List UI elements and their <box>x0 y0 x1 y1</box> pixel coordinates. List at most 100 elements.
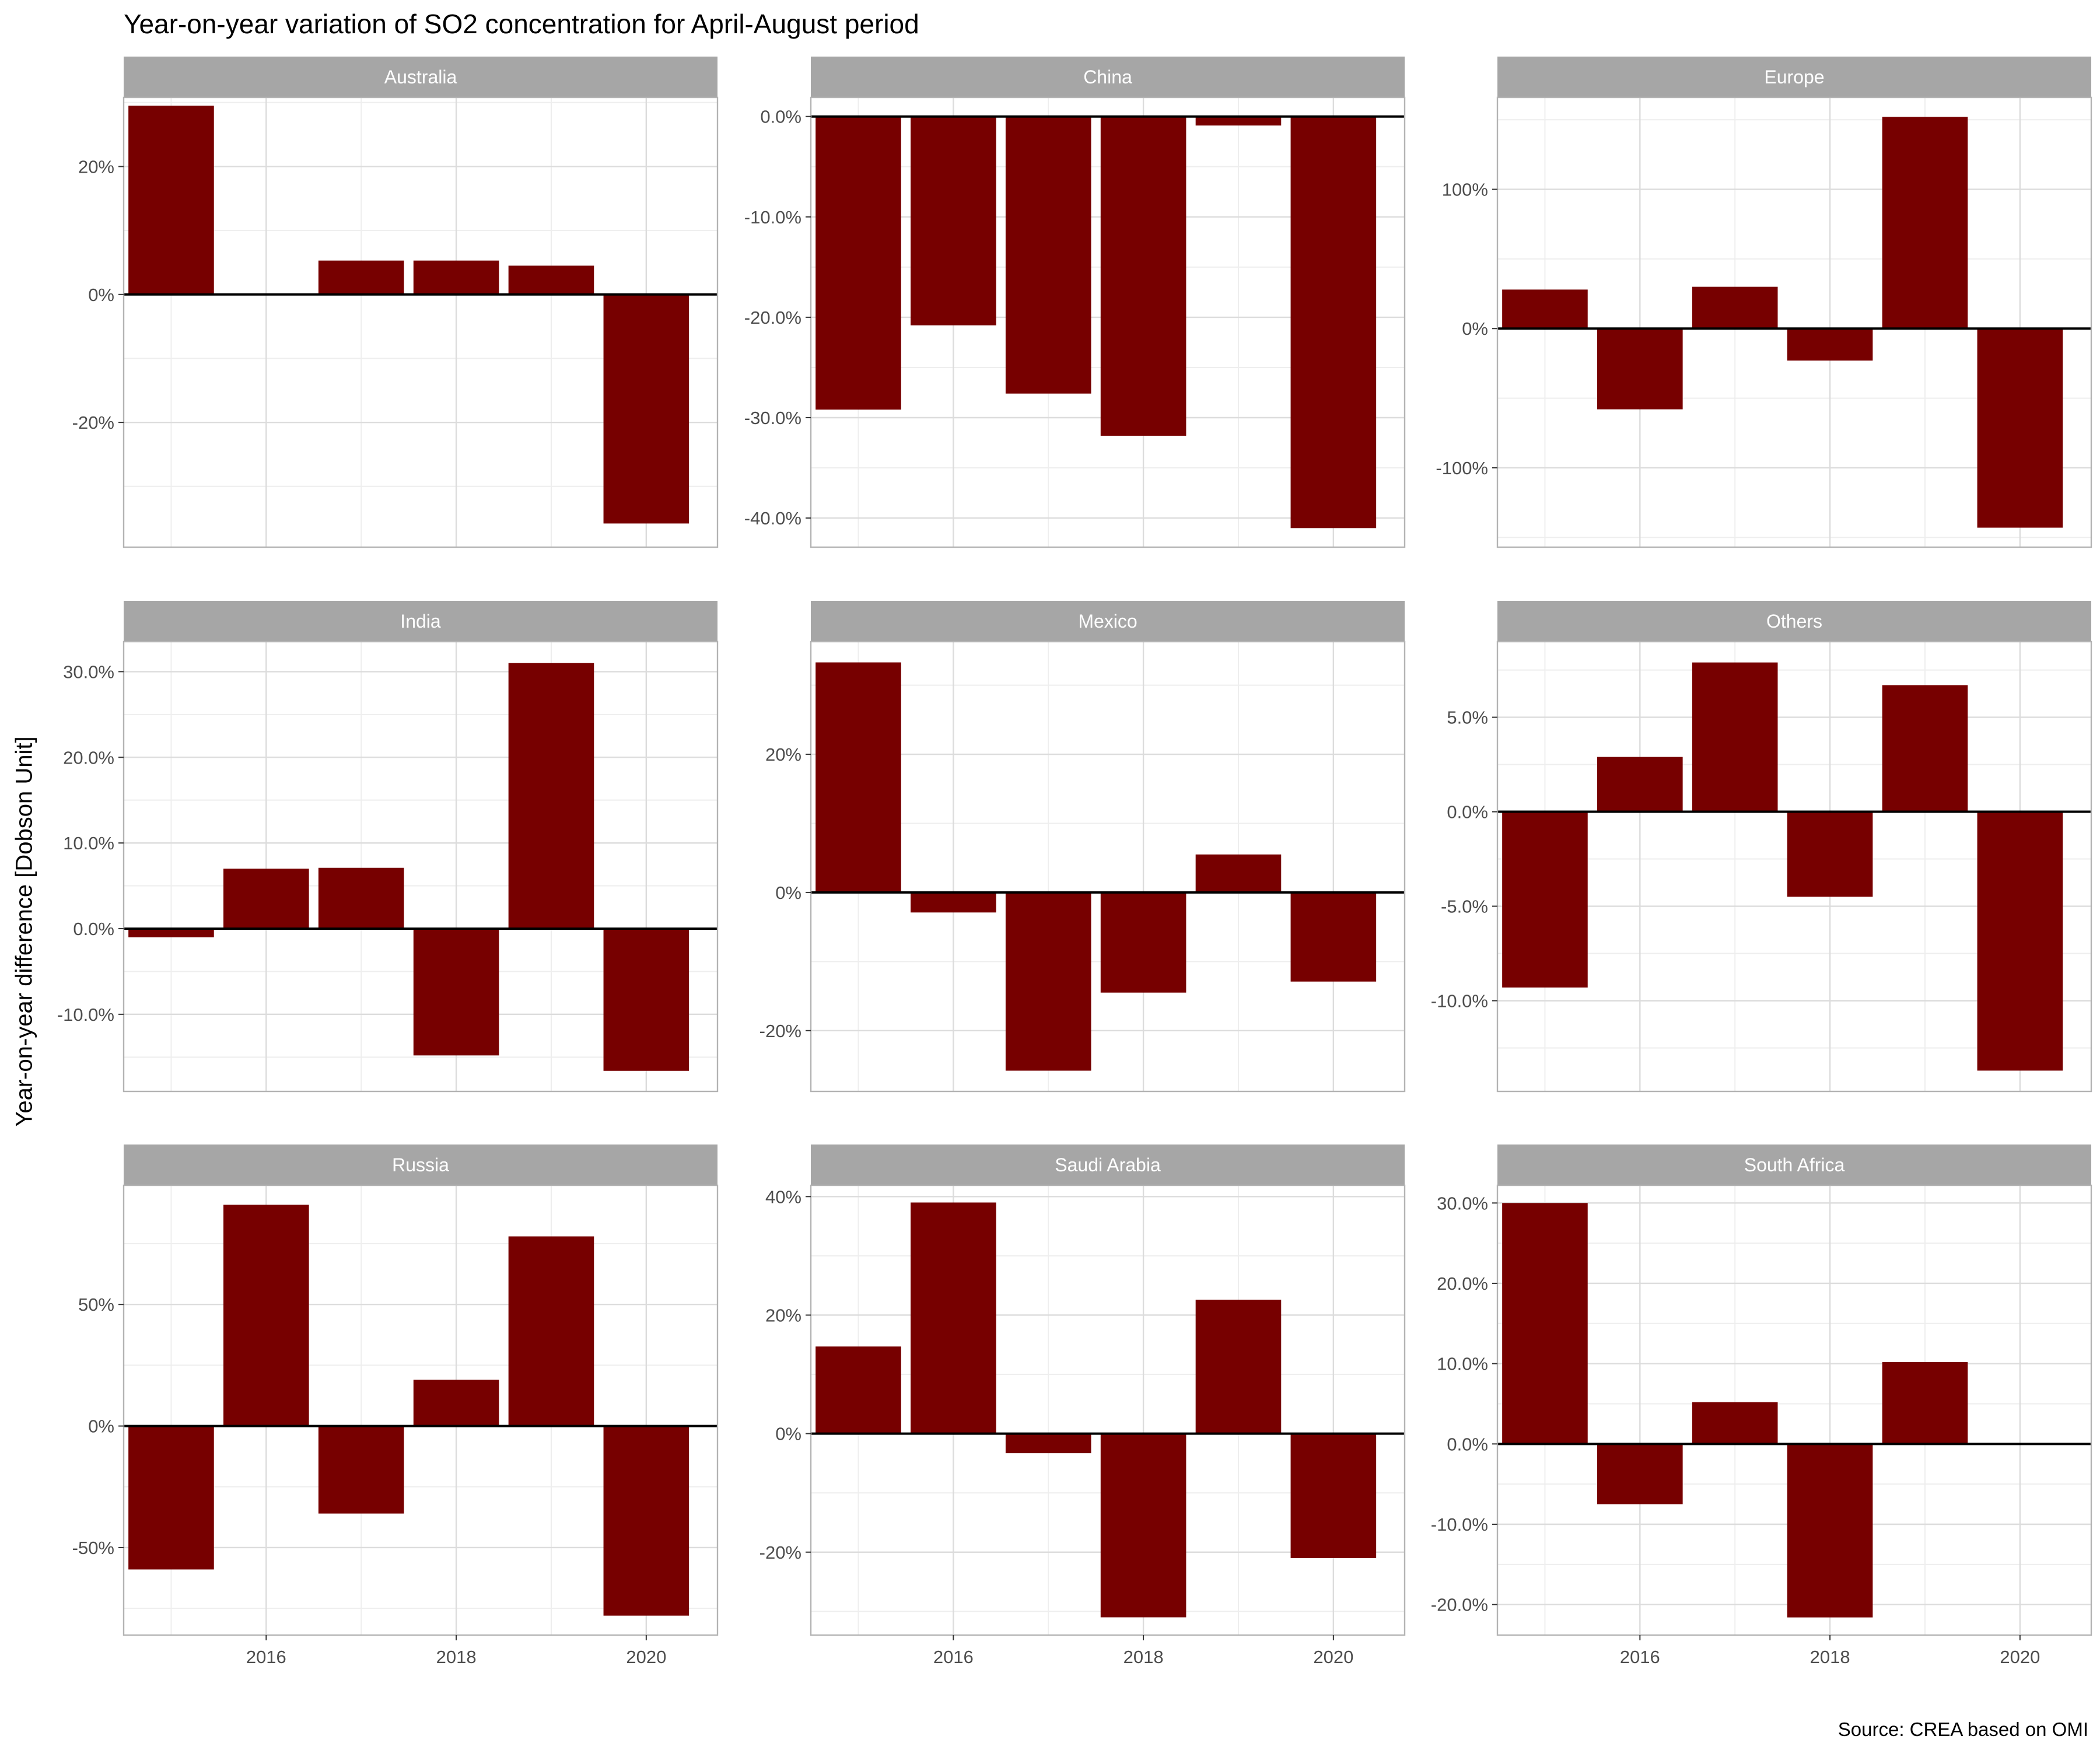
facet-strip-label: Others <box>1766 611 1822 632</box>
panel-india: India -10.0% 0.0% 10.0% 20.0% 30.0% <box>57 601 719 1093</box>
bar-2015 <box>128 106 214 295</box>
panel-border <box>1496 1184 2092 1636</box>
facet-strip <box>811 57 1405 97</box>
y-tick-label: -50% <box>72 1538 114 1558</box>
bar-2018 <box>1100 116 1186 436</box>
panel-border <box>1496 96 2092 548</box>
bar-2016 <box>1597 1444 1683 1504</box>
bar-2020 <box>603 1426 690 1616</box>
x-tick-label: 2020 <box>2000 1647 2040 1667</box>
bar-2020 <box>1977 328 2063 528</box>
y-tick-label: 20.0% <box>63 747 114 768</box>
bar-2017 <box>318 260 404 295</box>
y-tick-label: -10.0% <box>744 207 802 228</box>
y-tick-label: -100% <box>1436 458 1488 478</box>
bar-2015 <box>816 116 901 410</box>
y-tick-label: 40% <box>765 1186 802 1207</box>
bar-2015 <box>1502 289 1588 329</box>
x-tick-label: 2016 <box>1620 1647 1660 1667</box>
facet-strip-label: Europe <box>1764 66 1824 88</box>
bar-2020 <box>1290 1433 1377 1558</box>
bar-2015 <box>816 1346 901 1434</box>
facet-strip-label: India <box>400 611 441 632</box>
y-tick-label: -10.0% <box>1431 991 1488 1012</box>
facet-strip <box>811 601 1405 642</box>
bar-2017 <box>1692 1402 1778 1444</box>
x-tick-label: 2018 <box>1810 1647 1850 1667</box>
bar-2018 <box>1787 1444 1873 1618</box>
y-tick-label: -20.0% <box>1431 1595 1488 1615</box>
facet-strip <box>1497 601 2091 642</box>
bar-2015 <box>128 928 214 937</box>
bar-2015 <box>816 662 901 892</box>
panel-australia: Australia -20% 0% 20% <box>72 57 719 548</box>
y-tick-label: 0% <box>88 285 114 305</box>
facet-strip-label: Australia <box>384 66 457 88</box>
y-tick-label: 30.0% <box>1437 1193 1488 1213</box>
y-tick-label: -20.0% <box>744 307 802 328</box>
y-tick-label: 0.0% <box>1447 802 1488 822</box>
panel-europe: Europe -100% 0% 100% <box>1436 57 2092 548</box>
bar-2018 <box>1787 328 1873 361</box>
x-tick-label: 2016 <box>246 1647 286 1667</box>
panel-border <box>810 96 1406 548</box>
y-tick-label: -40.0% <box>744 508 802 528</box>
y-tick-label: 0% <box>1462 318 1488 339</box>
bar-2017 <box>1692 286 1778 329</box>
y-tick-label: 0.0% <box>1447 1434 1488 1454</box>
bar-2019 <box>1882 1362 1968 1444</box>
y-tick-label: 10.0% <box>63 833 114 853</box>
x-tick-label: 2020 <box>1313 1647 1353 1667</box>
x-tick-label: 2016 <box>933 1647 974 1667</box>
bar-2017 <box>318 867 404 929</box>
bar-2015 <box>128 1426 214 1570</box>
bar-2016 <box>1597 757 1683 812</box>
facet-strip <box>1497 1144 2091 1185</box>
facet-strip <box>124 57 718 97</box>
bar-2019 <box>508 1236 594 1426</box>
bar-2020 <box>603 928 690 1071</box>
y-tick-label: -10.0% <box>57 1005 114 1025</box>
y-tick-label: 30.0% <box>63 662 114 682</box>
bar-2019 <box>1195 1300 1282 1434</box>
bar-2019 <box>1195 854 1282 892</box>
facet-strip <box>124 601 718 642</box>
y-tick-label: 5.0% <box>1447 708 1488 728</box>
chart-title: Year-on-year variation of SO2 concentrat… <box>124 9 919 39</box>
bar-2016 <box>911 116 996 326</box>
panel-saudi-arabia: Saudi Arabia -20% 0% 20% 40% 2016 2018 2020 <box>760 1144 1406 1667</box>
facet-strip <box>1497 57 2091 97</box>
y-tick-label: -20% <box>760 1021 802 1041</box>
y-tick-label: -20% <box>760 1542 802 1563</box>
y-tick-label: 10.0% <box>1437 1354 1488 1374</box>
facet-strip <box>124 1144 718 1185</box>
panel-others: Others -10.0% -5.0% 0.0% 5.0% <box>1431 601 2092 1093</box>
bar-2017 <box>318 1426 404 1514</box>
bar-2016 <box>911 892 996 913</box>
panel-border <box>1496 640 2092 1093</box>
bar-2017 <box>1692 662 1778 812</box>
bar-2018 <box>413 1380 499 1426</box>
bar-2016 <box>223 869 309 929</box>
facet-strip-label: Mexico <box>1078 611 1137 632</box>
x-tick-label: 2018 <box>436 1647 477 1667</box>
bar-2018 <box>1787 811 1873 897</box>
bar-2019 <box>1882 685 1968 812</box>
bar-2019 <box>1195 116 1282 126</box>
x-tick-label: 2018 <box>1124 1647 1164 1667</box>
bar-2019 <box>508 663 594 929</box>
panel-russia: Russia -50% 0% 50% 2016 2018 2020 <box>72 1144 719 1667</box>
bar-2018 <box>1100 892 1186 993</box>
y-tick-label: 50% <box>78 1294 114 1315</box>
panel-china: China -40.0% -30.0% -20.0% -10.0% 0.0% <box>744 57 1406 548</box>
facet-strip-label: South Africa <box>1744 1154 1845 1175</box>
y-tick-label: 20% <box>78 156 114 177</box>
bar-2017 <box>1005 892 1091 1071</box>
bar-2020 <box>1977 811 2063 1071</box>
panel-border <box>123 1184 719 1636</box>
y-tick-label: 0% <box>775 883 802 903</box>
bar-2019 <box>1882 117 1968 329</box>
bar-2016 <box>911 1202 996 1434</box>
bar-2015 <box>1502 1203 1588 1444</box>
